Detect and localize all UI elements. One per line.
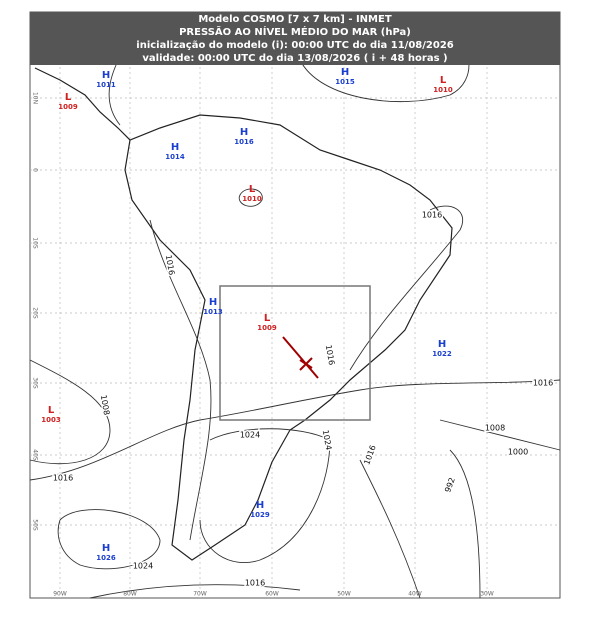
lat-label: 10S xyxy=(32,237,39,249)
center-symbol: H xyxy=(341,67,349,78)
graticule xyxy=(30,12,560,598)
center-value: 1029 xyxy=(250,511,270,519)
center-value: 1016 xyxy=(234,138,254,146)
lon-label: 30W xyxy=(480,591,494,598)
header-line: Modelo COSMO [7 x 7 km] - INMET xyxy=(198,14,392,25)
center-value: 1009 xyxy=(58,103,78,111)
center-value: 1015 xyxy=(335,78,355,86)
center-value: 1010 xyxy=(433,86,453,94)
lon-label: 90W xyxy=(53,591,67,598)
lon-label: 60W xyxy=(265,591,279,598)
map-frame xyxy=(29,11,561,599)
isobar-label: 1008 xyxy=(485,424,505,433)
lat-label: 40S xyxy=(32,449,39,461)
center-value: 1022 xyxy=(432,350,452,358)
center-symbol: H xyxy=(209,297,217,308)
center-value: 1026 xyxy=(96,554,116,562)
header-line: PRESSÃO AO NÍVEL MÉDIO DO MAR (hPa) xyxy=(179,25,411,38)
center-value: 1003 xyxy=(41,416,61,424)
center-symbol: H xyxy=(240,127,248,138)
center-value: 1013 xyxy=(203,308,223,316)
center-symbol: H xyxy=(438,339,446,350)
center-value: 1011 xyxy=(96,81,116,89)
coastline xyxy=(34,67,453,561)
lat-label: 30S xyxy=(32,377,39,389)
center-symbol: H xyxy=(256,500,264,511)
lat-label: 10N xyxy=(32,92,39,104)
isobar-label: 1000 xyxy=(508,448,528,457)
center-symbol: L xyxy=(48,405,55,416)
lon-label: 80W xyxy=(123,591,137,598)
frontal-line xyxy=(282,336,319,379)
isobar-label: 1016 xyxy=(245,579,265,588)
isobars xyxy=(29,39,561,599)
center-symbol: L xyxy=(264,313,271,324)
isobar-label: 1024 xyxy=(240,431,260,440)
center-symbol: H xyxy=(102,70,110,81)
center-symbol: L xyxy=(65,92,72,103)
center-symbol: H xyxy=(171,142,179,153)
lon-label: 70W xyxy=(193,591,207,598)
isobar-label: 1016 xyxy=(53,474,73,483)
isobar-label: 1016 xyxy=(533,379,553,388)
focus-box xyxy=(219,285,371,421)
isobar-label: 1016 xyxy=(422,211,442,220)
center-symbol: L xyxy=(249,184,256,195)
center-symbol: L xyxy=(440,75,447,86)
center-value: 1010 xyxy=(242,195,262,203)
header-line: validade: 00:00 UTC do dia 13/08/2026 ( … xyxy=(142,53,447,64)
lon-label: 50W xyxy=(337,591,351,598)
center-symbol: H xyxy=(102,543,110,554)
lat-label: 50S xyxy=(32,519,39,531)
isobar-label: 1024 xyxy=(133,562,153,571)
isobar-label: 1024 xyxy=(321,429,333,451)
center-value: 1009 xyxy=(257,324,277,332)
lat-label: 20S xyxy=(32,307,39,319)
center-value: 1014 xyxy=(165,153,185,161)
header-line: inicialização do modelo (i): 00:00 UTC d… xyxy=(136,40,454,51)
header-band xyxy=(30,12,560,65)
lat-label: 0 xyxy=(32,168,39,172)
lon-label: 40W xyxy=(408,591,422,598)
